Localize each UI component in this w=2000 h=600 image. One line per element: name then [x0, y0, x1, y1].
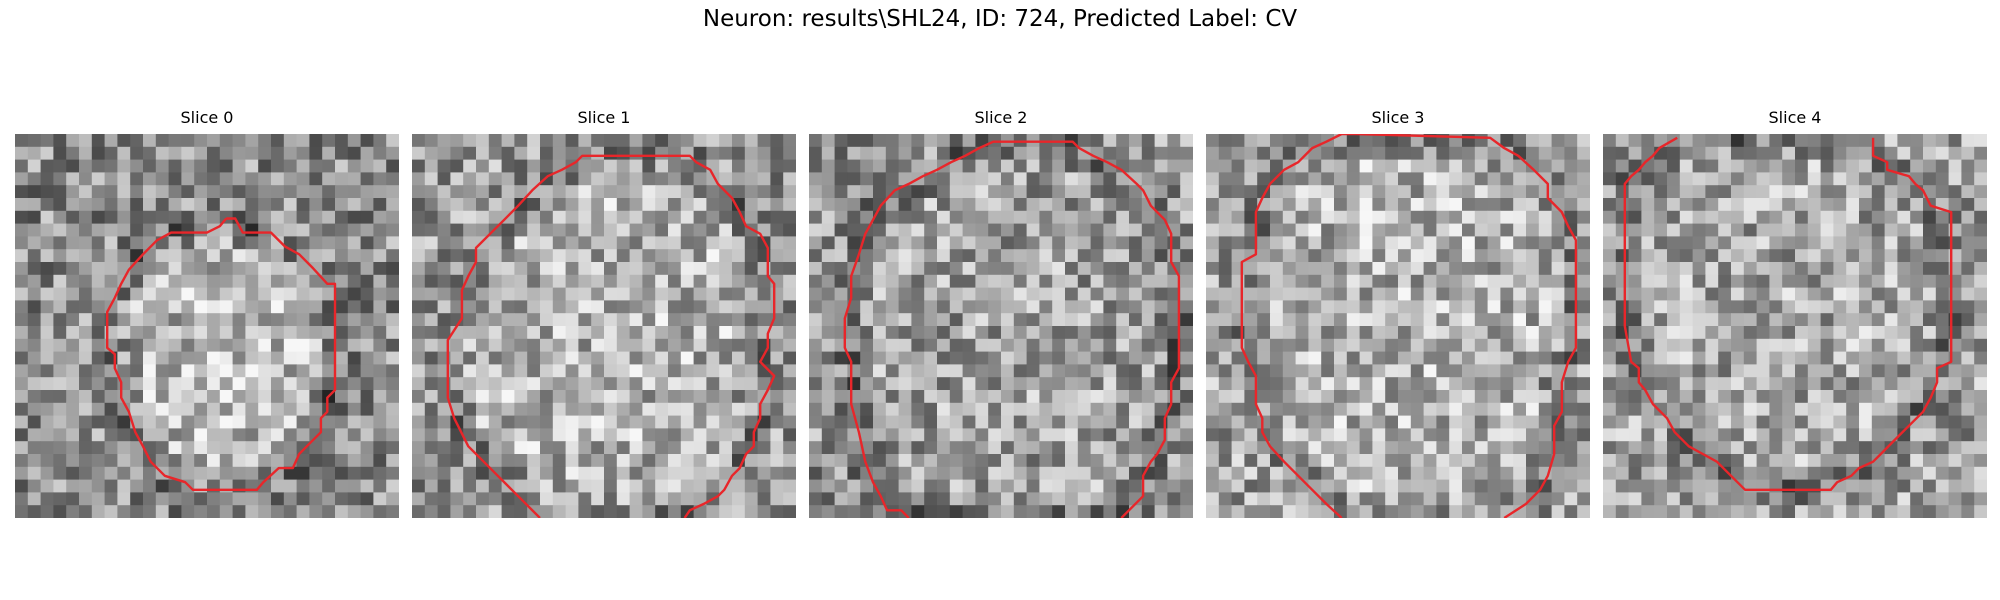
slice-panel-3: Slice 3 — [1206, 108, 1590, 518]
slice-image-4 — [1603, 134, 1987, 518]
slice-panel-1: Slice 1 — [412, 108, 796, 518]
contour-line-0 — [105, 217, 337, 491]
slice-panel-0: Slice 0 — [15, 108, 399, 518]
slice-image-3 — [1206, 134, 1590, 518]
contour-line-2 — [843, 140, 1181, 518]
slice-image-1 — [412, 134, 796, 518]
contour-line-1 — [446, 154, 776, 518]
contour-line-3 — [1240, 134, 1578, 518]
pixel-grid-3 — [1206, 134, 1590, 518]
slice-title-4: Slice 4 — [1768, 108, 1822, 127]
slice-title-1: Slice 1 — [577, 108, 631, 127]
slice-image-0 — [15, 134, 399, 518]
slice-panel-4: Slice 4 — [1603, 108, 1987, 518]
pixel-grid-1 — [412, 134, 796, 518]
contour-line-4 — [1623, 136, 1953, 491]
pixel-grid-0 — [15, 134, 399, 518]
figure-title: Neuron: results\SHL24, ID: 724, Predicte… — [702, 6, 1298, 32]
slice-panel-2: Slice 2 — [809, 108, 1193, 518]
pixel-grid-2 — [809, 134, 1193, 518]
slice-title-3: Slice 3 — [1371, 108, 1425, 127]
slice-title-2: Slice 2 — [974, 108, 1028, 127]
slice-image-2 — [809, 134, 1193, 518]
slice-title-0: Slice 0 — [180, 108, 234, 127]
pixel-grid-4 — [1603, 134, 1987, 518]
